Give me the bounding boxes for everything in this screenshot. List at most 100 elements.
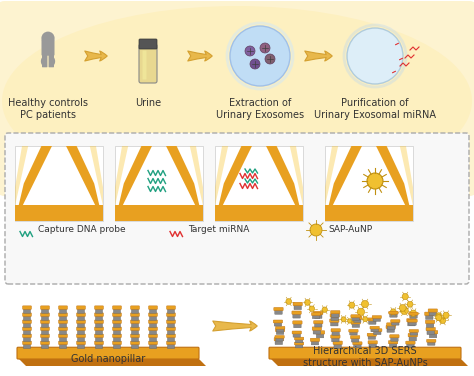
- FancyBboxPatch shape: [368, 341, 377, 344]
- Text: Urine: Urine: [135, 98, 161, 108]
- FancyBboxPatch shape: [77, 308, 84, 313]
- FancyBboxPatch shape: [94, 334, 103, 338]
- FancyBboxPatch shape: [95, 308, 102, 313]
- FancyBboxPatch shape: [149, 322, 156, 327]
- Circle shape: [399, 305, 406, 311]
- FancyBboxPatch shape: [5, 133, 469, 284]
- FancyBboxPatch shape: [315, 313, 322, 318]
- FancyBboxPatch shape: [367, 333, 376, 336]
- Circle shape: [305, 300, 310, 305]
- Ellipse shape: [2, 6, 472, 196]
- Polygon shape: [66, 146, 103, 221]
- FancyBboxPatch shape: [41, 308, 48, 313]
- FancyBboxPatch shape: [368, 335, 375, 339]
- FancyBboxPatch shape: [59, 334, 67, 338]
- FancyBboxPatch shape: [143, 50, 146, 79]
- FancyBboxPatch shape: [276, 328, 284, 332]
- FancyBboxPatch shape: [112, 327, 121, 331]
- FancyBboxPatch shape: [76, 320, 85, 323]
- FancyBboxPatch shape: [76, 306, 85, 309]
- FancyBboxPatch shape: [387, 323, 396, 326]
- Text: Capture DNA probe: Capture DNA probe: [38, 226, 126, 235]
- FancyBboxPatch shape: [23, 341, 31, 344]
- FancyBboxPatch shape: [408, 319, 417, 322]
- Circle shape: [401, 307, 408, 314]
- FancyBboxPatch shape: [275, 326, 285, 329]
- Circle shape: [347, 319, 352, 323]
- Circle shape: [357, 308, 365, 315]
- FancyBboxPatch shape: [371, 328, 378, 332]
- FancyBboxPatch shape: [15, 205, 103, 221]
- FancyBboxPatch shape: [77, 315, 84, 320]
- Circle shape: [322, 307, 328, 312]
- FancyBboxPatch shape: [373, 317, 381, 321]
- Polygon shape: [190, 146, 203, 206]
- FancyBboxPatch shape: [113, 308, 120, 313]
- FancyBboxPatch shape: [331, 312, 339, 317]
- FancyBboxPatch shape: [113, 343, 120, 349]
- FancyBboxPatch shape: [94, 320, 103, 323]
- Circle shape: [245, 46, 255, 56]
- FancyBboxPatch shape: [294, 304, 301, 309]
- FancyBboxPatch shape: [408, 334, 418, 337]
- FancyBboxPatch shape: [370, 326, 379, 329]
- FancyBboxPatch shape: [408, 320, 415, 326]
- FancyBboxPatch shape: [94, 313, 103, 316]
- FancyBboxPatch shape: [410, 331, 418, 335]
- FancyBboxPatch shape: [115, 146, 203, 221]
- FancyBboxPatch shape: [167, 336, 174, 341]
- FancyBboxPatch shape: [274, 338, 283, 341]
- FancyBboxPatch shape: [148, 313, 157, 316]
- FancyBboxPatch shape: [0, 1, 474, 196]
- Polygon shape: [400, 146, 413, 206]
- FancyBboxPatch shape: [42, 39, 55, 56]
- FancyBboxPatch shape: [41, 334, 49, 338]
- FancyBboxPatch shape: [76, 313, 85, 316]
- FancyBboxPatch shape: [23, 334, 31, 338]
- FancyBboxPatch shape: [275, 309, 282, 314]
- Text: Gold nanopillar: Gold nanopillar: [71, 354, 145, 364]
- FancyBboxPatch shape: [41, 315, 48, 320]
- FancyBboxPatch shape: [310, 338, 319, 341]
- FancyBboxPatch shape: [149, 315, 156, 320]
- FancyBboxPatch shape: [215, 205, 303, 221]
- FancyBboxPatch shape: [390, 313, 397, 317]
- Polygon shape: [15, 146, 52, 221]
- FancyBboxPatch shape: [330, 321, 338, 326]
- FancyBboxPatch shape: [369, 320, 376, 324]
- FancyBboxPatch shape: [353, 316, 362, 319]
- FancyBboxPatch shape: [334, 343, 341, 349]
- FancyBboxPatch shape: [351, 337, 359, 342]
- FancyBboxPatch shape: [148, 334, 157, 338]
- FancyBboxPatch shape: [42, 53, 47, 67]
- FancyBboxPatch shape: [166, 306, 175, 309]
- FancyBboxPatch shape: [148, 320, 157, 323]
- FancyBboxPatch shape: [391, 337, 398, 341]
- FancyBboxPatch shape: [409, 312, 418, 315]
- Circle shape: [367, 173, 383, 189]
- Circle shape: [260, 43, 270, 53]
- FancyBboxPatch shape: [390, 335, 399, 338]
- Polygon shape: [18, 358, 206, 366]
- FancyBboxPatch shape: [427, 340, 436, 342]
- Text: Hierarchical 3D SERS
structure with SAP-AuNPs: Hierarchical 3D SERS structure with SAP-…: [302, 346, 428, 368]
- FancyBboxPatch shape: [407, 318, 416, 322]
- FancyBboxPatch shape: [368, 318, 377, 321]
- FancyBboxPatch shape: [315, 322, 322, 327]
- FancyBboxPatch shape: [76, 334, 85, 338]
- FancyBboxPatch shape: [59, 329, 66, 335]
- FancyBboxPatch shape: [112, 306, 121, 309]
- FancyBboxPatch shape: [59, 341, 67, 344]
- FancyBboxPatch shape: [23, 315, 30, 320]
- FancyBboxPatch shape: [374, 330, 381, 335]
- Circle shape: [436, 315, 442, 321]
- FancyBboxPatch shape: [426, 327, 436, 331]
- FancyBboxPatch shape: [23, 343, 30, 349]
- FancyBboxPatch shape: [332, 337, 339, 342]
- FancyBboxPatch shape: [139, 44, 157, 83]
- Text: Target miRNA: Target miRNA: [188, 226, 249, 235]
- FancyBboxPatch shape: [274, 321, 282, 326]
- FancyBboxPatch shape: [391, 320, 400, 322]
- FancyBboxPatch shape: [59, 313, 67, 316]
- Text: Healthy controls
PC patients: Healthy controls PC patients: [8, 98, 88, 120]
